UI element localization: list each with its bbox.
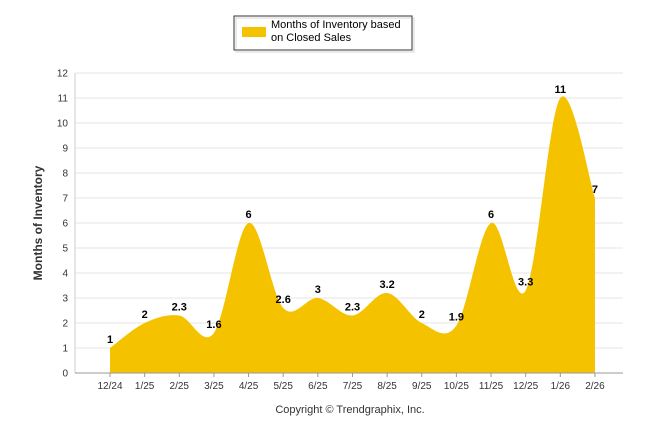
data-labels: 1 2 2.3 1.6 6 2.6 3 2.3 3.2 2 1.9 6 3.3 11 7	[107, 84, 598, 346]
data-label: 1	[107, 334, 113, 346]
y-tick-label: 11	[58, 94, 69, 105]
y-tick-label: 9	[62, 144, 68, 155]
x-tick-label: 5/25	[273, 381, 293, 392]
x-tick-label: 2/26	[585, 381, 605, 392]
y-tick-label: 7	[62, 194, 68, 205]
y-tick-label: 2	[62, 319, 68, 330]
series-area	[110, 96, 595, 374]
x-tick-label: 2/25	[170, 381, 190, 392]
data-label: 6	[245, 209, 251, 221]
data-label: 7	[592, 184, 598, 196]
y-tick-label: 8	[62, 169, 68, 180]
y-tick-label: 1	[62, 344, 68, 355]
x-tick-label: 8/25	[377, 381, 397, 392]
x-tick-label: 7/25	[343, 381, 363, 392]
series-area-path	[110, 96, 595, 374]
x-tick-label: 1/26	[551, 381, 571, 392]
x-tick-label: 3/25	[204, 381, 224, 392]
x-tick-label: 4/25	[239, 381, 259, 392]
data-label: 2.6	[276, 294, 291, 306]
data-label: 1.6	[206, 319, 221, 331]
x-tick-label: 6/25	[308, 381, 328, 392]
y-axis-title: Months of Inventory	[31, 165, 45, 280]
x-tick-label: 12/24	[97, 381, 122, 392]
data-label: 2.3	[345, 302, 360, 314]
legend-line-1: Months of Inventory based	[271, 19, 401, 31]
y-tick-label: 10	[57, 119, 69, 130]
y-tick-label: 5	[62, 244, 68, 255]
y-tick-label: 3	[62, 294, 68, 305]
x-tick-label: 10/25	[444, 381, 469, 392]
data-label: 2.3	[172, 302, 187, 314]
data-label: 3.2	[379, 279, 394, 291]
x-tick-label: 12/25	[513, 381, 538, 392]
data-label: 11	[554, 84, 566, 96]
data-label: 6	[488, 209, 494, 221]
legend-line-2: on Closed Sales	[271, 32, 352, 44]
y-tick-label: 12	[57, 69, 69, 80]
legend-swatch	[242, 27, 266, 37]
data-label: 1.9	[449, 312, 464, 324]
data-label: 3	[315, 284, 321, 296]
data-label: 2	[419, 309, 425, 321]
y-tick-label: 0	[62, 369, 68, 380]
legend: Months of Inventory based on Closed Sale…	[233, 15, 415, 53]
x-tick-label: 9/25	[412, 381, 432, 392]
y-tick-label: 4	[62, 269, 68, 280]
x-tick-label: 1/25	[135, 381, 155, 392]
data-label: 2	[142, 309, 148, 321]
copyright-text: Copyright © Trendgraphix, Inc.	[275, 404, 424, 416]
x-tick-label: 11/25	[479, 381, 504, 392]
data-label: 3.3	[518, 277, 533, 289]
y-tick-label: 6	[62, 219, 68, 230]
